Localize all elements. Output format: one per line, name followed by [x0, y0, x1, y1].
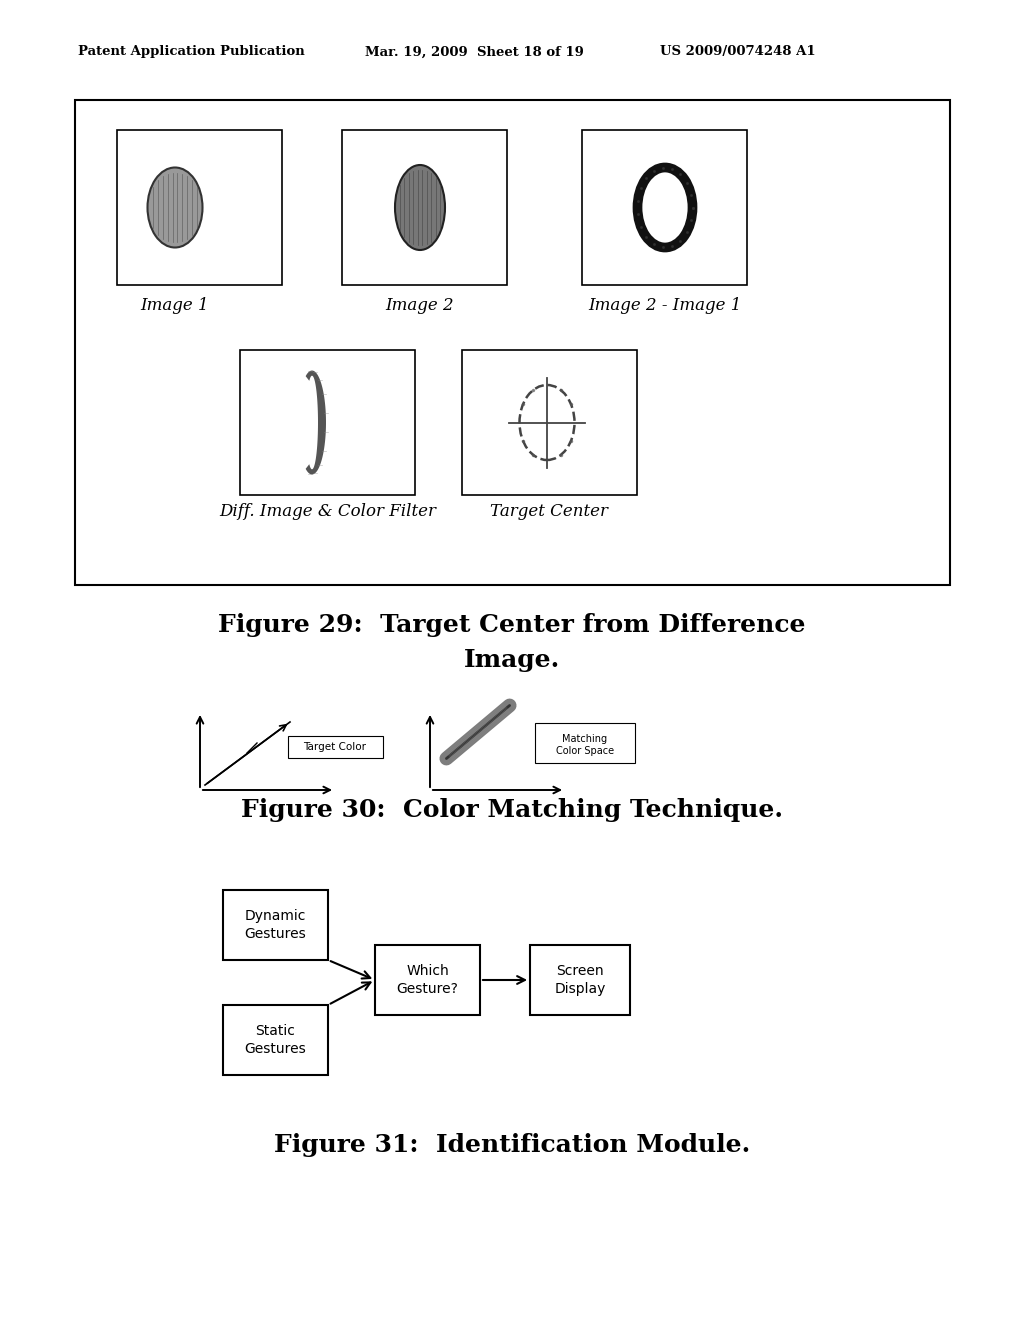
Text: Figure 31:  Identification Module.: Figure 31: Identification Module.: [273, 1133, 751, 1158]
Bar: [535, 723, 635, 763]
Ellipse shape: [147, 168, 203, 248]
Text: Which
Gesture?: Which Gesture?: [396, 964, 459, 997]
Bar: [240, 350, 415, 495]
Bar: [223, 890, 328, 960]
Bar: [75, 100, 950, 585]
Text: Dynamic
Gestures: Dynamic Gestures: [245, 908, 306, 941]
Bar: [117, 129, 282, 285]
Text: Screen
Display: Screen Display: [554, 964, 605, 997]
Text: Image 2 - Image 1: Image 2 - Image 1: [589, 297, 741, 314]
Text: Diff. Image & Color Filter: Diff. Image & Color Filter: [219, 503, 436, 520]
Bar: [375, 945, 480, 1015]
Text: Image 2: Image 2: [386, 297, 455, 314]
Bar: [223, 1005, 328, 1074]
Text: Target Center: Target Center: [490, 503, 608, 520]
Ellipse shape: [638, 168, 692, 248]
Text: Patent Application Publication: Patent Application Publication: [78, 45, 305, 58]
Text: Static
Gestures: Static Gestures: [245, 1024, 306, 1056]
Text: Image.: Image.: [464, 648, 560, 672]
Ellipse shape: [395, 165, 445, 249]
Text: Figure 30:  Color Matching Technique.: Figure 30: Color Matching Technique.: [241, 799, 783, 822]
Text: US 2009/0074248 A1: US 2009/0074248 A1: [660, 45, 816, 58]
Bar: [462, 350, 637, 495]
Text: Image 1: Image 1: [140, 297, 209, 314]
Ellipse shape: [519, 385, 574, 459]
Bar: [582, 129, 746, 285]
Text: Target Color: Target Color: [303, 742, 367, 752]
Polygon shape: [305, 371, 326, 474]
Bar: [530, 945, 630, 1015]
Text: Figure 29:  Target Center from Difference: Figure 29: Target Center from Difference: [218, 612, 806, 638]
Text: Matching
Color Space: Matching Color Space: [556, 734, 614, 756]
Bar: [288, 737, 383, 758]
Bar: [342, 129, 507, 285]
Text: Mar. 19, 2009  Sheet 18 of 19: Mar. 19, 2009 Sheet 18 of 19: [365, 45, 584, 58]
